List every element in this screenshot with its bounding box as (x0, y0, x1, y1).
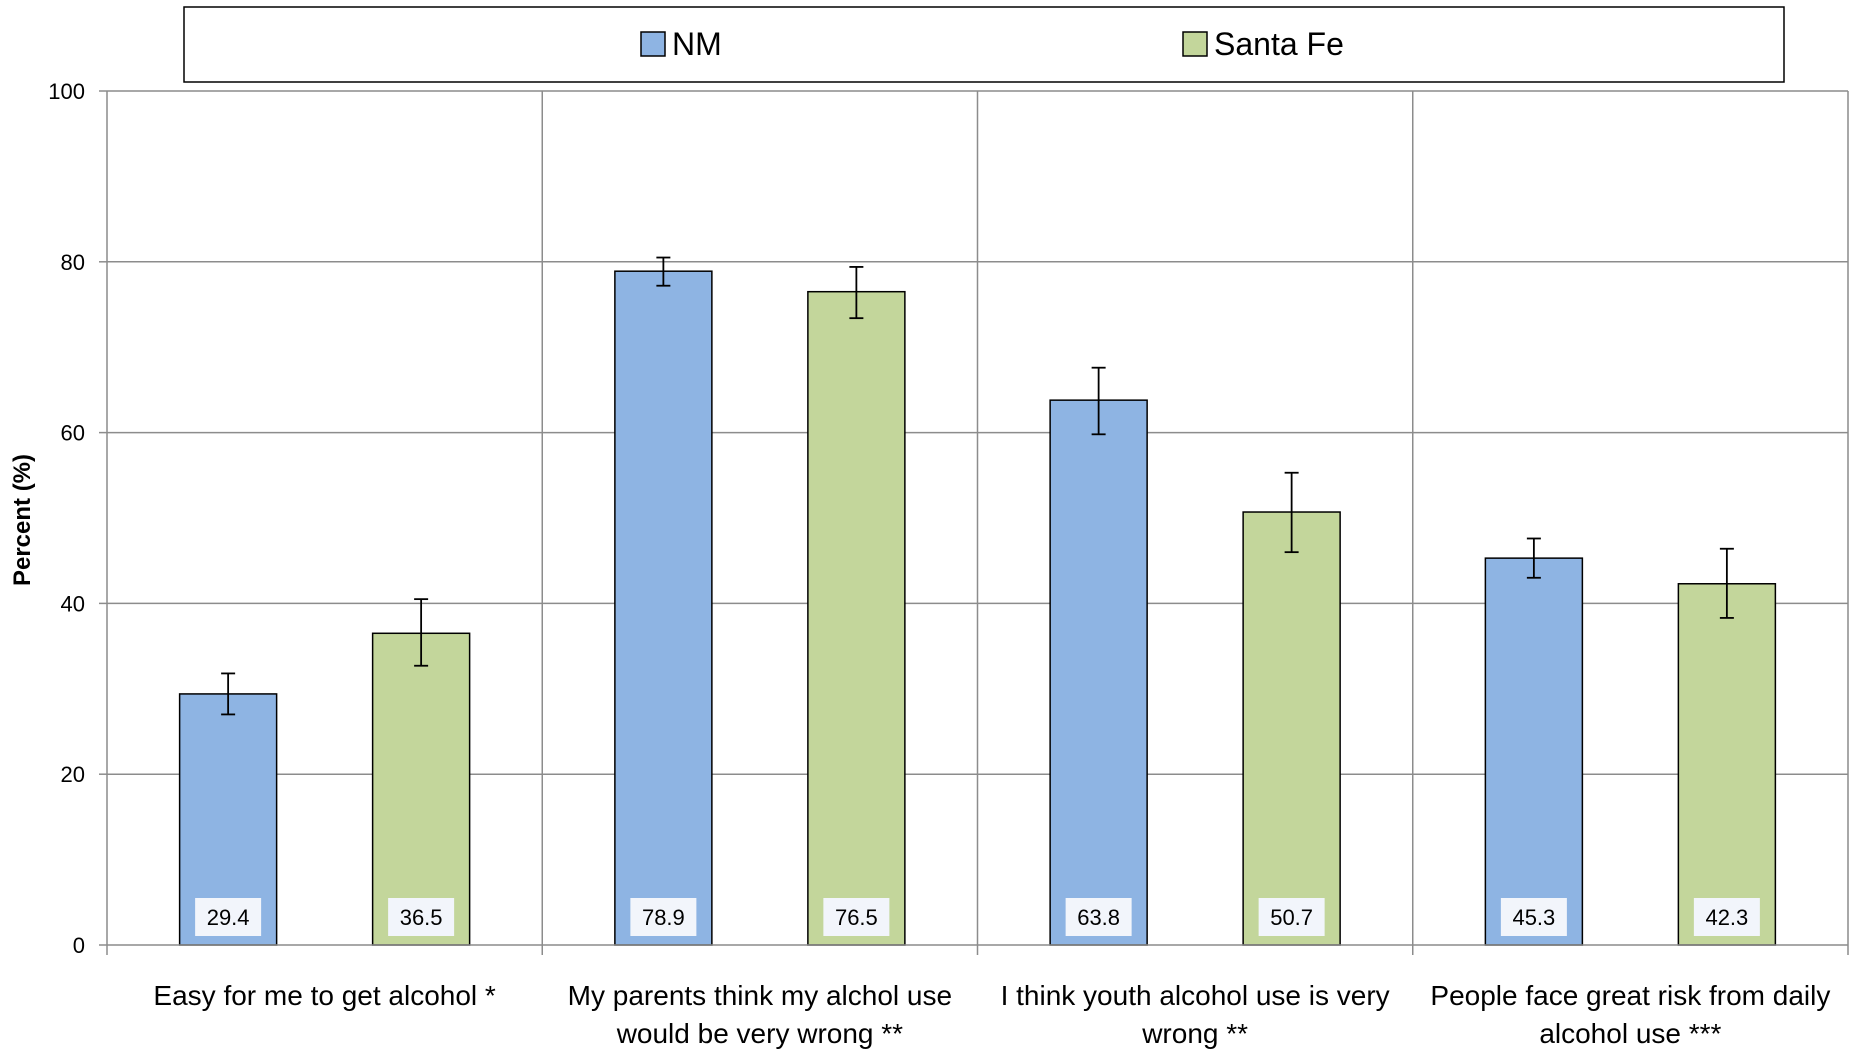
category-label: Easy for me to get alcohol * (153, 980, 496, 1011)
data-label-bg (195, 898, 262, 936)
data-label: 42.3 (1705, 905, 1748, 930)
legend-label: NM (672, 26, 722, 62)
data-label: 50.7 (1270, 905, 1313, 930)
y-tick-label: 40 (61, 591, 85, 616)
bar-santa-fe (1242, 511, 1341, 946)
data-label: 76.5 (835, 905, 878, 930)
data-label-bg (1065, 898, 1132, 936)
data-label: 36.5 (400, 905, 443, 930)
y-tick-label: 20 (61, 762, 85, 787)
bar-nm (614, 270, 713, 946)
data-label-bg (1500, 898, 1567, 936)
category-label: People face great risk from daily (1430, 980, 1830, 1011)
data-label: 63.8 (1077, 905, 1120, 930)
data-label-bg (823, 898, 890, 936)
bar-santa-fe (1677, 583, 1777, 946)
grid-lines (107, 90, 1849, 955)
category-label: alcohol use *** (1539, 1018, 1721, 1049)
axes: 0 20 40 60 80 100 Easy for me to get alcohol *… (48, 79, 1848, 1049)
data-label: 29.4 (207, 905, 250, 930)
data-label-bg (630, 898, 697, 936)
legend-swatch (640, 31, 666, 57)
category-label: wrong ** (1141, 1018, 1248, 1049)
data-label-bg (1693, 898, 1760, 936)
data-label: 45.3 (1512, 905, 1555, 930)
data-label-bg (388, 898, 455, 936)
legend-box (183, 6, 1785, 83)
category-label: I think youth alcohol use is very (1001, 980, 1390, 1011)
y-tick-label: 60 (61, 421, 85, 446)
legend-label: Santa Fe (1214, 26, 1344, 62)
data-label: 78.9 (642, 905, 685, 930)
y-tick-label: 80 (61, 250, 85, 275)
bar-santa-fe (807, 290, 906, 946)
y-axis-title: Percent (%) (9, 454, 36, 586)
legend: NM Santa Fe (183, 6, 1785, 83)
y-tick-label: 0 (73, 933, 85, 958)
category-label: would be very wrong ** (616, 1018, 903, 1049)
legend-swatch (1182, 31, 1208, 57)
bars: 29.4 78.9 63.8 45.3 36.5 76.5 50.7 42.3 (178, 256, 1777, 946)
bar-nm (1049, 399, 1148, 946)
y-tick-label: 100 (48, 79, 85, 104)
bar-santa-fe (371, 632, 471, 946)
category-label: My parents think my alchol use (568, 980, 952, 1011)
bar-nm (1484, 557, 1584, 946)
data-label-bg (1258, 898, 1325, 936)
